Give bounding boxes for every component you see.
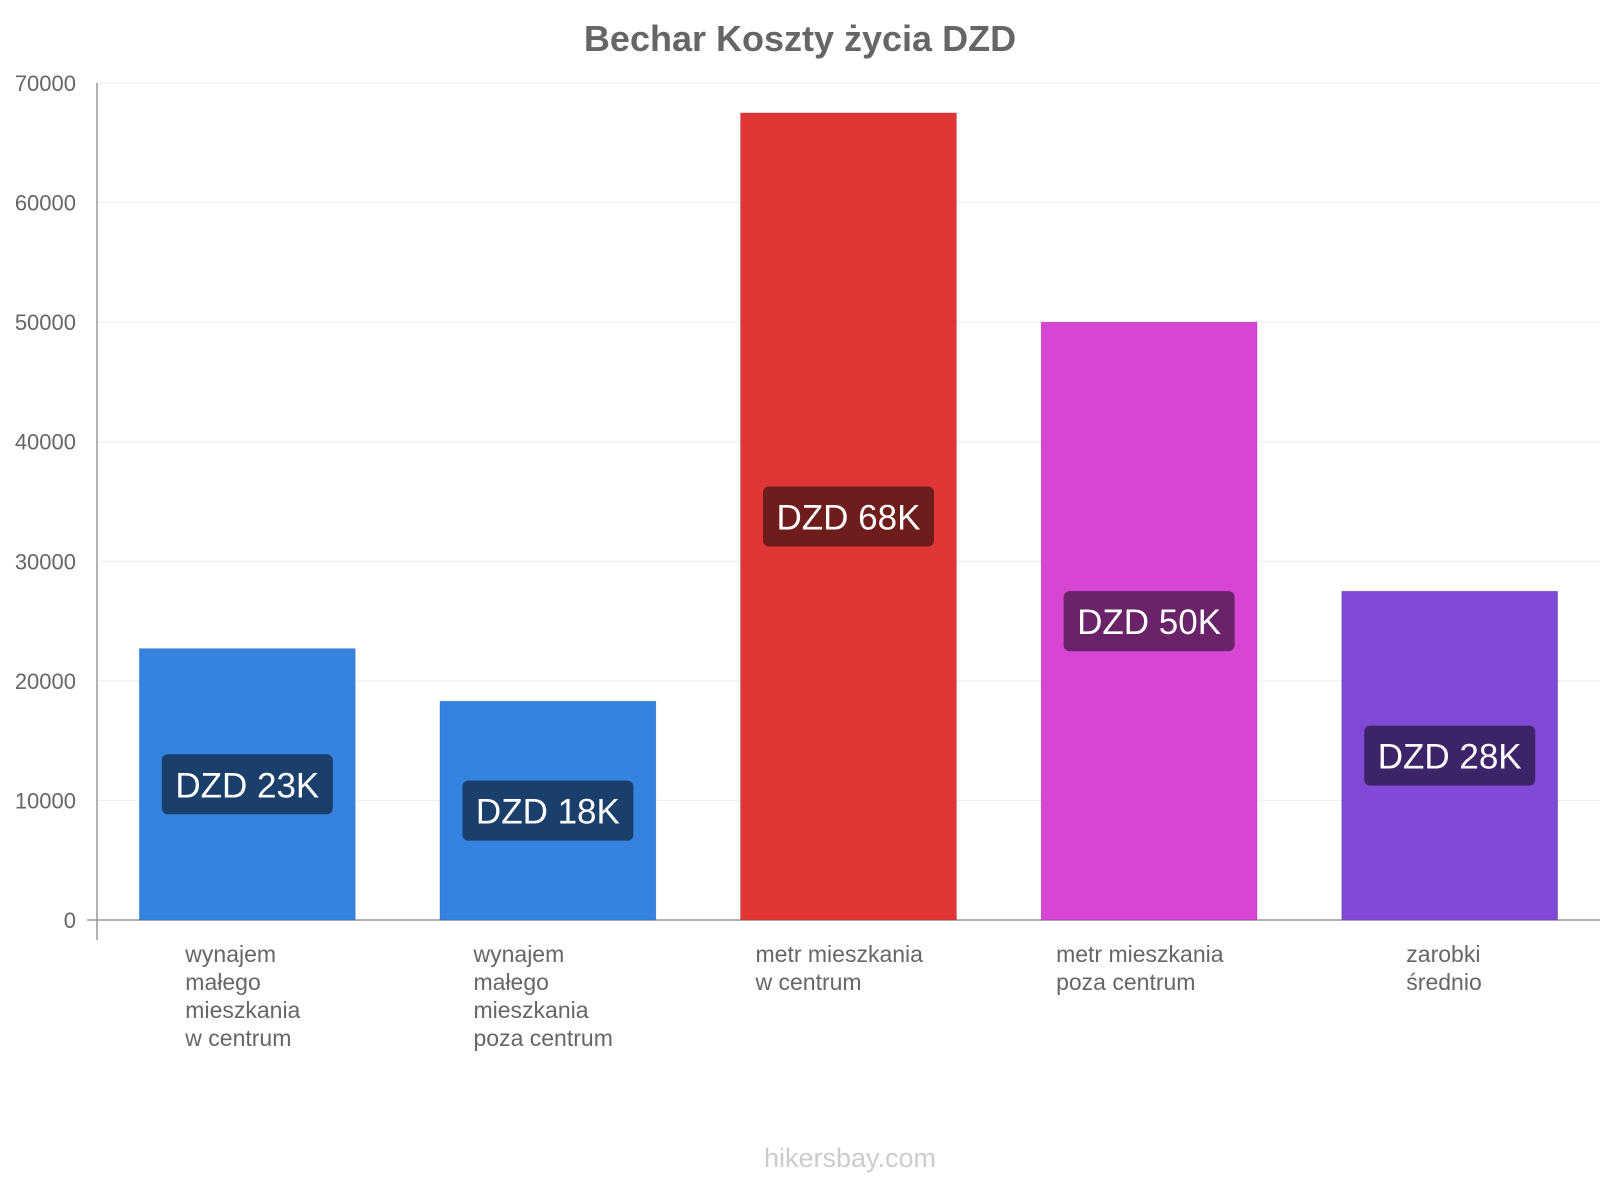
value-label-bg-2 (763, 486, 934, 547)
y-tick-label-4: 40000 (15, 430, 76, 455)
x-category-label-line: poza centrum (474, 1025, 613, 1051)
x-category-label-line: mieszkania (474, 997, 589, 1023)
y-tick-label-2: 20000 (15, 669, 76, 694)
y-tick-label-7: 70000 (15, 71, 76, 96)
x-category-label-line: wynajem (473, 941, 565, 967)
x-category-label-line: metr mieszkania (756, 941, 924, 967)
x-category-label-line: poza centrum (1056, 969, 1195, 995)
x-category-label-1: wynajem małego mieszkania poza centrum (473, 941, 613, 1051)
x-category-label-3: metr mieszkania poza centrum (1056, 941, 1224, 995)
x-category-label-line: w centrum (755, 969, 862, 995)
value-label-bg-4 (1364, 725, 1536, 786)
x-category-label-line: metr mieszkania (1056, 941, 1224, 967)
value-label-bg-1 (462, 780, 634, 841)
chart-title: Bechar Koszty życia DZD (583, 18, 1017, 59)
y-tick-label-6: 60000 (15, 191, 76, 216)
x-category-label-line: małego (185, 969, 260, 995)
x-category-label-0: wynajem małego mieszkania w centrum (184, 941, 300, 1051)
value-label-1: DZD 18K (476, 793, 620, 832)
x-category-label-line: wynajem (184, 941, 276, 967)
x-category-label-line: średnio (1406, 969, 1481, 995)
y-tick-label-0: 0 (64, 908, 76, 933)
x-category-label-line: małego (474, 969, 549, 995)
value-label-2: DZD 68K (777, 498, 921, 537)
value-label-bg-3 (1063, 591, 1235, 652)
y-tick-label-5: 50000 (15, 310, 76, 335)
x-category-label-line: zarobki (1406, 941, 1480, 967)
value-label-3: DZD 50K (1077, 603, 1221, 642)
x-category-label-2: metr mieszkania w centrum (755, 941, 924, 995)
value-label-0: DZD 23K (175, 766, 319, 805)
x-category-label-4: zarobki średnio (1406, 941, 1481, 995)
footer-credit: hikersbay.com (763, 1143, 937, 1173)
x-category-label-line: w centrum (184, 1025, 291, 1051)
y-tick-label-3: 30000 (15, 549, 76, 574)
y-tick-label-1: 10000 (15, 788, 76, 813)
x-category-label-line: mieszkania (185, 997, 300, 1023)
value-label-bg-0 (161, 754, 333, 815)
value-label-4: DZD 28K (1378, 738, 1522, 777)
